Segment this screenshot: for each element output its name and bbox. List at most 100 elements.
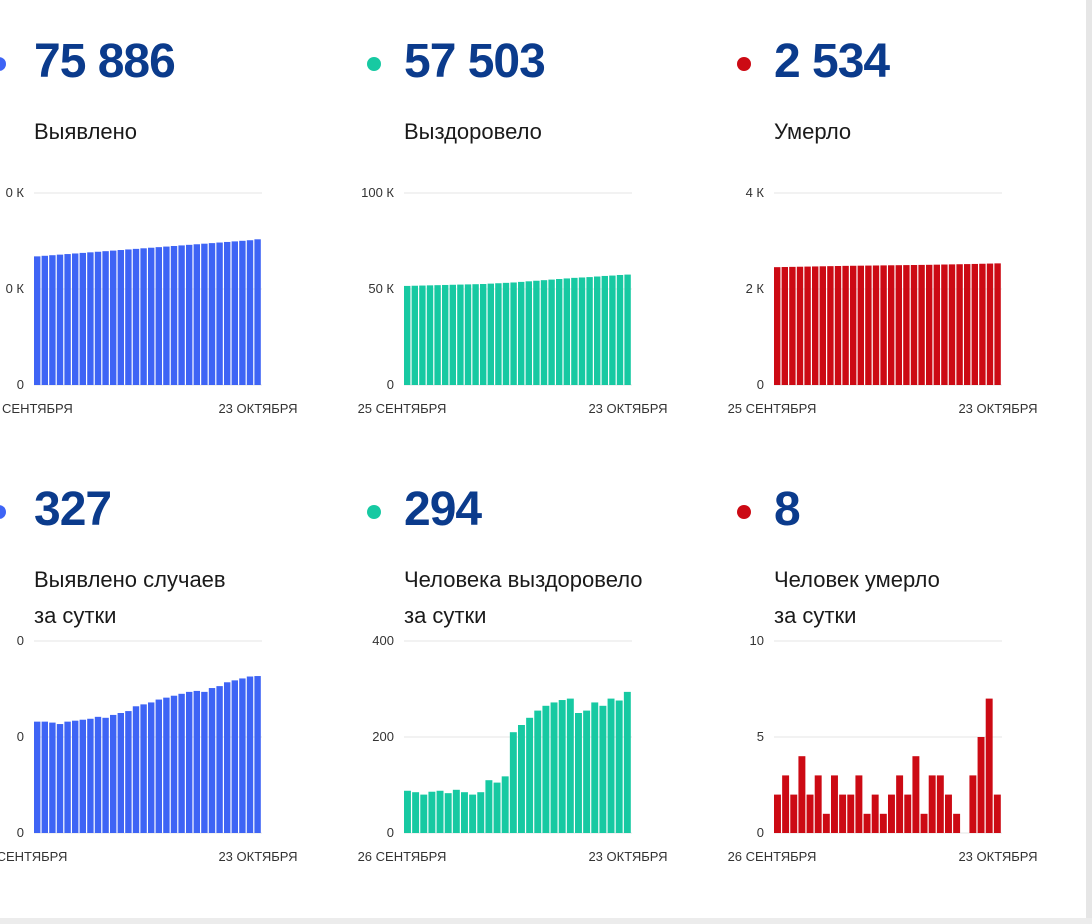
bar <box>254 676 261 833</box>
y-tick-label: 0 <box>757 377 764 392</box>
bar <box>525 281 532 385</box>
bar <box>502 282 510 385</box>
y-tick-label: 100 К <box>361 185 394 200</box>
stat-caption: Человека выздоровело за сутки <box>404 562 643 634</box>
bar <box>436 790 444 833</box>
y-tick-label: 400 <box>372 633 394 648</box>
bar <box>880 265 887 385</box>
bar <box>977 737 985 833</box>
y-tick-label: 10 <box>750 633 764 648</box>
stat-caption-line: за сутки <box>404 603 487 628</box>
stat-panel-deaths-daily: 8 Человек умерло за сутки 0 5 10 26 СЕНТЯБРЯ 23… <box>728 448 1070 888</box>
bar <box>827 266 834 385</box>
bar-chart: 0 0 0 СЕНТЯБРЯ 23 ОКТЯБРЯ <box>0 633 298 864</box>
bar <box>102 717 109 833</box>
bar <box>928 775 936 833</box>
bar <box>601 275 608 385</box>
bar <box>879 813 887 833</box>
x-start-label: 25 СЕНТЯБРЯ <box>728 401 817 416</box>
bar <box>933 264 940 385</box>
stat-value: 294 <box>404 483 482 536</box>
bar <box>72 253 79 385</box>
bar <box>819 266 826 385</box>
bar <box>239 678 246 833</box>
bar <box>452 789 460 833</box>
bar <box>87 718 94 833</box>
x-end-label: 23 ОКТЯБРЯ <box>588 401 667 416</box>
bar <box>986 263 994 385</box>
bar <box>926 264 933 385</box>
bar <box>979 263 986 385</box>
bar <box>501 776 509 833</box>
stat-caption: Выявлено случаев за сутки <box>34 562 226 634</box>
bar <box>865 265 872 385</box>
bar <box>117 713 124 833</box>
bar <box>774 267 781 385</box>
bar <box>117 250 124 385</box>
bar <box>609 275 616 385</box>
bar <box>790 794 798 833</box>
bar <box>857 265 864 385</box>
x-start-label: 26 СЕНТЯБРЯ <box>728 849 817 864</box>
bar <box>34 256 41 385</box>
bar <box>945 794 952 833</box>
bar <box>798 756 806 833</box>
stat-caption: Человек умерло за сутки <box>774 562 940 634</box>
bar <box>534 710 542 833</box>
bar <box>540 280 548 385</box>
x-end-label: 23 ОКТЯБРЯ <box>588 849 667 864</box>
bar <box>855 775 863 833</box>
bar <box>178 693 185 833</box>
bar <box>910 265 918 385</box>
bar <box>201 691 208 833</box>
x-end-label: 23 ОКТЯБРЯ <box>218 849 297 864</box>
bar <box>216 242 223 385</box>
bar <box>782 775 790 833</box>
bar <box>781 267 788 385</box>
bar <box>231 680 238 833</box>
x-start-label: 25 СЕНТЯБРЯ <box>358 401 447 416</box>
bar <box>216 686 223 833</box>
bar <box>411 285 418 385</box>
bar <box>132 248 140 385</box>
x-start-label: 26 СЕНТЯБРЯ <box>358 849 447 864</box>
bar <box>125 711 132 833</box>
x-start-label: СЕНТЯБРЯ <box>0 849 67 864</box>
bar <box>548 279 555 385</box>
bar <box>87 252 94 385</box>
bar <box>583 710 591 833</box>
stat-caption-line: за сутки <box>34 603 117 628</box>
stat-caption-line: Умерло <box>774 119 852 144</box>
stat-caption-line: Выявлено <box>34 119 138 144</box>
bar <box>110 714 117 833</box>
bar <box>896 775 904 833</box>
y-tick-label: 0 К <box>6 185 25 200</box>
bar <box>575 713 582 833</box>
bar <box>428 791 436 833</box>
bar <box>444 793 452 833</box>
bar <box>871 794 879 833</box>
bar <box>485 780 493 833</box>
bar <box>148 247 155 385</box>
stat-caption: Умерло <box>774 114 851 150</box>
bar <box>888 794 895 833</box>
bar <box>186 691 193 833</box>
bar <box>254 239 261 385</box>
bar-chart: 0 2 К 4 К 25 СЕНТЯБРЯ 23 ОКТЯБРЯ <box>728 185 1038 416</box>
bar-chart: 0 5 10 26 СЕНТЯБРЯ 23 ОКТЯБРЯ <box>728 633 1038 864</box>
bar <box>912 756 920 833</box>
y-tick-label: 0 <box>17 377 24 392</box>
stat-value: 327 <box>34 483 112 536</box>
x-end-label: 23 ОКТЯБРЯ <box>958 401 1037 416</box>
bar <box>79 252 86 385</box>
bar <box>624 274 631 385</box>
bar <box>449 284 456 385</box>
stat-panel-detected-daily: 327 Выявлено случаев за сутки 0 0 0 СЕНТЯБРЯ 23… <box>0 448 330 888</box>
bar <box>94 716 102 833</box>
bar <box>616 274 624 385</box>
bar <box>953 813 961 833</box>
bar <box>72 720 79 833</box>
bar <box>842 265 849 385</box>
bar <box>872 265 880 385</box>
bar <box>442 284 449 385</box>
